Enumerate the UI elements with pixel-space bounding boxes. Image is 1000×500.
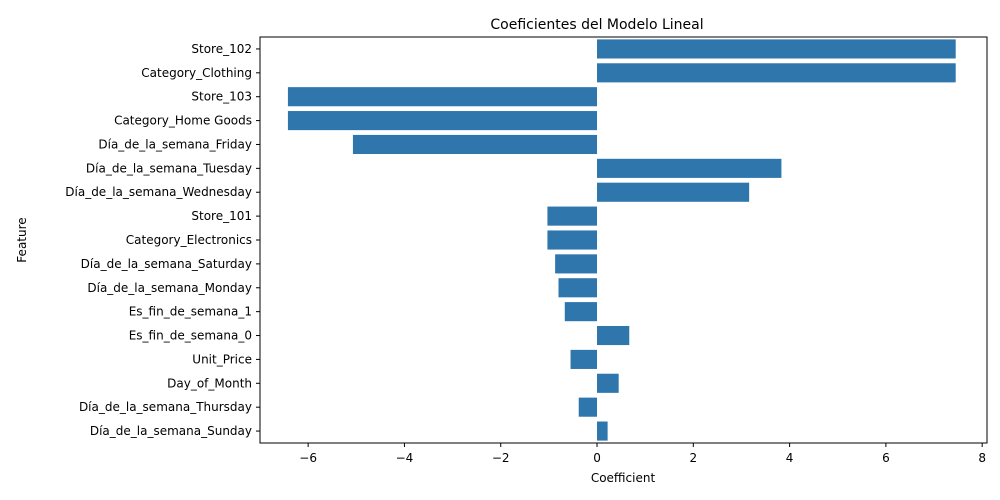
plot-frame	[259, 36, 988, 444]
y-tick-label: Día_de_la_semana_Friday	[98, 137, 252, 151]
y-tick-label: Día_de_la_semana_Saturday	[81, 257, 252, 271]
bar	[570, 349, 598, 369]
x-tick-label: 8	[978, 451, 986, 465]
y-tick-label: Día_de_la_semana_Thursday	[79, 400, 252, 414]
y-tick-label: Día_de_la_semana_Wednesday	[65, 185, 252, 199]
bar	[597, 325, 630, 346]
x-tick-label: 4	[786, 451, 794, 465]
x-axis-label: Coefficient	[591, 471, 656, 485]
y-tick-label: Store_101	[191, 209, 252, 223]
bar	[564, 302, 598, 322]
x-tick-label: −2	[492, 451, 510, 465]
y-tick-label: Category_Electronics	[126, 233, 252, 247]
x-tick-label: −4	[396, 451, 414, 465]
y-tick-label: Es_fin_de_semana_1	[129, 305, 252, 319]
bar	[578, 397, 598, 417]
bar	[287, 87, 598, 107]
y-tick-label: Category_Home Goods	[114, 114, 252, 128]
bar	[597, 373, 619, 393]
y-tick-label: Store_103	[191, 90, 252, 104]
y-tick-label: Día_de_la_semana_Monday	[87, 281, 252, 295]
bar	[547, 206, 598, 226]
x-tick-label: −6	[299, 451, 317, 465]
bar	[597, 421, 608, 441]
y-tick-label: Day_of_Month	[167, 376, 252, 390]
x-tick-label: 0	[593, 451, 601, 465]
bar	[597, 158, 782, 178]
bar	[597, 39, 956, 59]
bar	[287, 111, 598, 131]
bar	[555, 254, 598, 274]
x-axis: −6 −4 −2 0 2 4 6 8	[299, 443, 986, 465]
bar	[597, 63, 956, 83]
y-tick-label: Es_fin_de_semana_0	[129, 329, 252, 343]
bar	[558, 278, 598, 298]
y-tick-label: Día_de_la_semana_Tuesday	[86, 161, 252, 175]
y-tick-label: Store_102	[191, 42, 252, 56]
y-tick-label: Unit_Price	[192, 352, 252, 366]
y-axis-label: Feature	[15, 217, 29, 262]
x-tick-label: 6	[882, 451, 890, 465]
y-tick-label: Día_de_la_semana_Sunday	[90, 424, 252, 438]
y-tick-label: Category_Clothing	[141, 66, 252, 80]
x-tick-label: 2	[689, 451, 697, 465]
y-axis: Store_102 Category_Clothing Store_103 Categ…	[65, 42, 260, 438]
chart-title: Coeficientes del Modelo Lineal	[490, 17, 703, 33]
bar	[352, 134, 598, 155]
bar	[547, 230, 598, 250]
bar	[597, 182, 750, 202]
bars-group	[287, 39, 956, 441]
